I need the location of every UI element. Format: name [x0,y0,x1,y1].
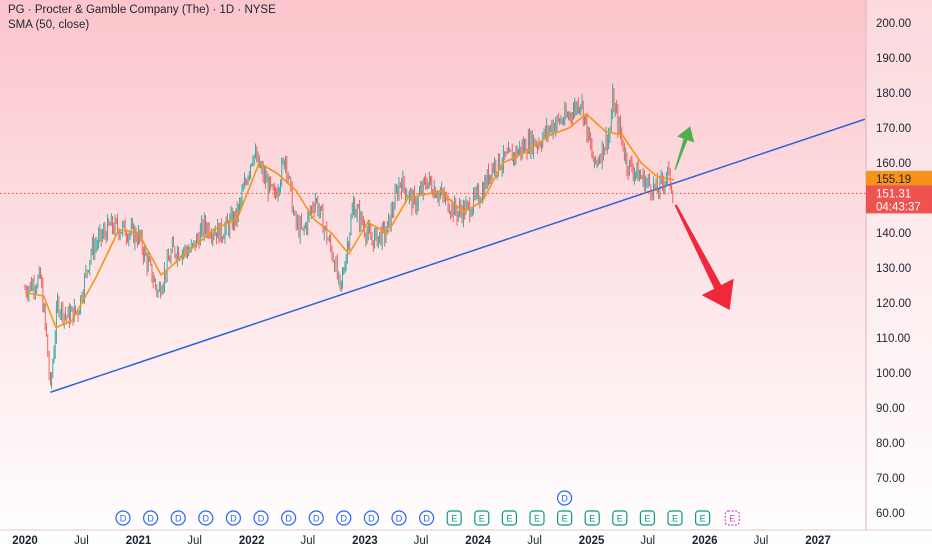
event-marker-letter: D [423,514,430,524]
dividend-marker[interactable]: D [556,490,573,506]
earnings-marker[interactable]: E [639,510,656,526]
event-marker-letter: E [562,514,568,524]
time-tick-label: Jul [74,535,89,547]
earnings-marker[interactable]: E [667,510,683,526]
earnings-marker[interactable]: E [612,510,628,526]
earnings-marker[interactable]: E [501,510,517,526]
event-marker-letter: D [313,514,320,524]
price-tick-label: 180.00 [876,88,911,100]
event-marker-letter: E [700,514,706,524]
time-tick-label: 2020 [12,535,38,547]
event-marker-letter: E [451,514,457,524]
dividend-marker[interactable]: D [115,510,131,526]
time-tick-label: 2026 [692,535,718,547]
event-marker-letter: D [258,514,265,524]
event-marker-letter: D [341,514,348,524]
time-tick-label: Jul [187,535,202,547]
price-axis-panel[interactable] [866,0,932,530]
dividend-marker[interactable]: D [363,510,379,526]
event-marker-letter: D [203,514,210,524]
price-tick-label: 80.00 [876,438,905,450]
dividend-marker[interactable]: D [225,510,241,526]
price-tick-label: 130.00 [876,263,911,275]
event-marker-letter: D [147,514,154,524]
arrow-down[interactable] [674,204,734,311]
trendline[interactable] [50,118,866,393]
time-tick-label: Jul [300,535,315,547]
dividend-marker[interactable]: D [198,510,214,526]
dividend-marker[interactable]: D [308,510,324,526]
time-tick-label: 2027 [805,535,831,547]
symbol-title[interactable]: PG · Procter & Gamble Company (The) · 1D… [8,4,276,16]
countdown-label: 04:43:37 [876,201,921,213]
dividend-marker[interactable]: D [143,510,159,526]
event-marker-letter: D [120,514,127,524]
upcoming-earnings-marker[interactable]: E [724,510,740,526]
event-marker-letter: E [644,514,650,524]
price-tick-label: 160.00 [876,158,911,170]
time-tick-label: 2024 [465,535,491,547]
dividend-marker[interactable]: D [419,510,435,526]
dividend-marker[interactable]: D [170,510,186,526]
last-price-label: 151.31 [876,188,911,200]
price-tick-label: 110.00 [876,333,910,345]
time-tick-label: 2025 [579,535,605,547]
event-marker-letter: D [285,514,292,524]
dividend-marker[interactable]: D [281,510,297,526]
event-marker-letter: E [589,514,595,524]
price-tick-label: 120.00 [876,298,911,310]
time-tick-label: Jul [527,535,542,547]
price-tick-label: 170.00 [876,123,911,135]
earnings-marker[interactable]: E [529,510,545,526]
sma-price-label: 155.19 [876,174,911,186]
event-marker-letter: E [479,514,485,524]
earnings-marker[interactable]: E [474,510,490,526]
time-tick-label: 2021 [126,535,152,547]
earnings-marker[interactable]: E [584,510,600,526]
arrow-up[interactable] [674,126,695,171]
earnings-marker[interactable]: E [446,510,462,526]
price-tick-label: 90.00 [876,403,905,415]
time-tick-label: Jul [754,535,769,547]
price-tick-label: 60.00 [876,508,905,520]
time-tick-label: Jul [640,535,655,547]
dividend-marker[interactable]: D [391,510,407,526]
event-marker-letter: E [534,514,540,524]
price-tick-label: 200.00 [876,18,911,30]
event-marker-letter: E [506,514,512,524]
event-marker-letter: E [729,514,735,524]
dividend-marker[interactable]: D [336,510,352,526]
time-tick-label: 2023 [352,535,378,547]
price-tick-label: 70.00 [876,473,905,485]
price-tick-label: 100.00 [876,368,911,380]
time-tick-label: Jul [414,535,429,547]
event-marker-letter: D [230,514,237,524]
earnings-marker[interactable]: E [694,510,711,526]
event-marker-letter: D [561,494,568,504]
event-marker-letter: D [175,514,182,524]
event-marker-letter: E [617,514,623,524]
price-candles[interactable] [24,83,674,389]
time-tick-label: 2022 [239,535,265,547]
indicator-legend[interactable]: SMA (50, close) [8,19,90,31]
event-marker-letter: D [396,514,403,524]
price-tick-label: 140.00 [876,228,911,240]
last-price-label-bg [866,185,932,214]
event-marker-letter: D [368,514,375,524]
sma-price-label-bg [866,170,932,186]
price-tick-label: 190.00 [876,53,911,65]
earnings-marker[interactable]: E [556,510,573,526]
sma-line[interactable] [24,113,675,329]
event-marker-letter: E [672,514,678,524]
dividend-marker[interactable]: D [253,510,269,526]
